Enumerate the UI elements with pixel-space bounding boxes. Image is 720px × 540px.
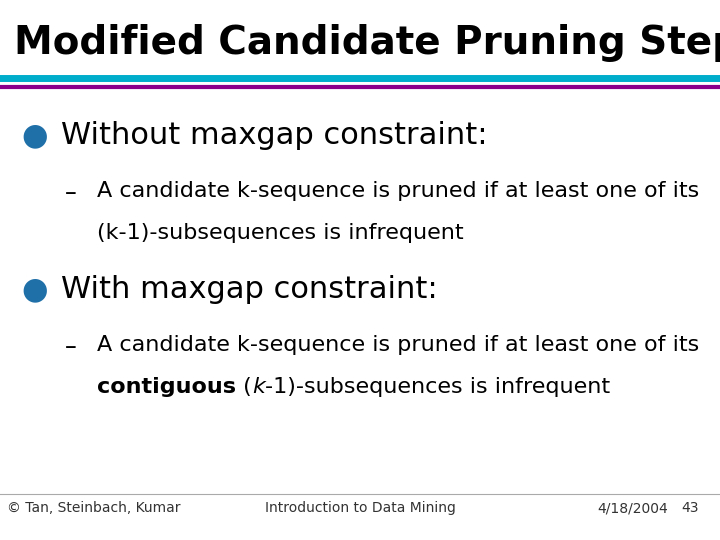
Text: Introduction to Data Mining: Introduction to Data Mining — [264, 501, 456, 515]
Text: © Tan, Steinbach, Kumar: © Tan, Steinbach, Kumar — [7, 501, 181, 515]
Text: 4/18/2004: 4/18/2004 — [598, 501, 668, 515]
Text: Modified Candidate Pruning Step: Modified Candidate Pruning Step — [14, 24, 720, 62]
Text: (: ( — [236, 377, 252, 397]
Text: -1)-subsequences is infrequent: -1)-subsequences is infrequent — [265, 377, 610, 397]
Text: Without maxgap constraint:: Without maxgap constraint: — [61, 122, 487, 151]
Text: 43: 43 — [681, 501, 698, 515]
Text: ●: ● — [22, 275, 48, 305]
Text: –: – — [65, 335, 76, 359]
Text: k: k — [252, 377, 265, 397]
Text: contiguous: contiguous — [97, 377, 236, 397]
Text: –: – — [65, 181, 76, 205]
Text: (k-1)-subsequences is infrequent: (k-1)-subsequences is infrequent — [97, 223, 464, 243]
Text: A candidate k-sequence is pruned if at least one of its: A candidate k-sequence is pruned if at l… — [97, 181, 699, 201]
Text: ●: ● — [22, 122, 48, 151]
Text: A candidate k-sequence is pruned if at least one of its: A candidate k-sequence is pruned if at l… — [97, 335, 699, 355]
Text: With maxgap constraint:: With maxgap constraint: — [61, 275, 438, 305]
